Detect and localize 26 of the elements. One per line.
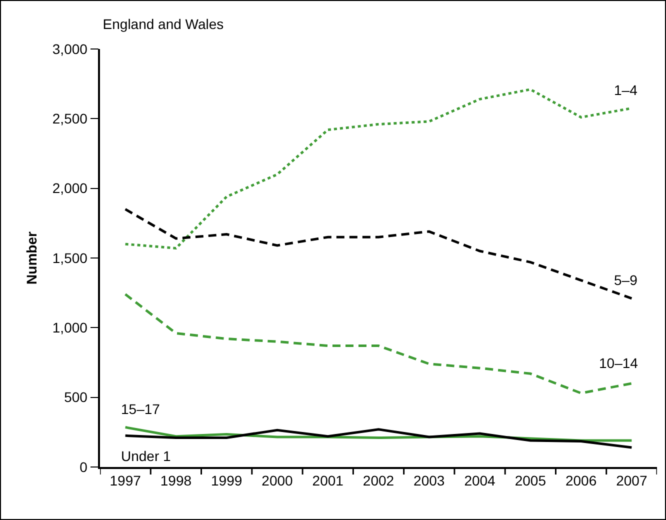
y-tick-label: 500 [64,389,88,406]
x-tick-label: 2001 [312,472,344,489]
x-tick-label: 2005 [514,472,546,489]
x-tick-label: 2007 [616,472,648,489]
line-series [124,428,633,449]
series-label: 5–9 [614,272,638,288]
x-tick-label: 1997 [110,472,142,489]
y-tick-label: 2,000 [52,180,88,196]
x-tick-label: 1998 [160,472,192,489]
y-tick-label: 0 [80,458,88,475]
x-tick-label: 2000 [262,472,294,489]
y-tick-label: 2,500 [52,110,88,127]
x-tick-label: 1999 [211,472,242,489]
chart-title: England and Wales [102,16,224,32]
x-tick-label: 2002 [362,472,394,489]
series-label: 10–14 [599,355,638,371]
y-tick-label: 1,500 [52,250,88,266]
series-label: 15–17 [121,401,160,417]
series-label: Under 1 [121,448,172,464]
y-axis-title: Number [24,231,40,284]
series-label: 1–4 [614,82,638,98]
x-tick-label: 2006 [565,472,597,489]
y-tick-label: 3,000 [52,40,88,57]
x-tick-label: 2003 [414,472,445,489]
x-tick-label: 2004 [464,472,496,489]
y-tick-label: 1,000 [52,320,88,336]
